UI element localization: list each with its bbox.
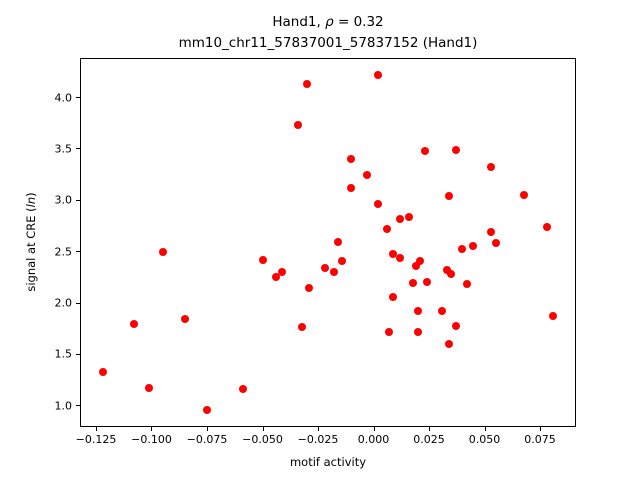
y-tick-mark bbox=[76, 302, 80, 304]
scatter-point bbox=[422, 277, 431, 286]
x-tick-mark bbox=[262, 427, 264, 431]
scatter-point bbox=[420, 146, 429, 155]
title-prefix: Hand1, bbox=[272, 14, 326, 30]
title-suffix: = 0.32 bbox=[333, 14, 384, 30]
y-tick-mark bbox=[76, 97, 80, 99]
x-tick-label: −0.050 bbox=[242, 433, 283, 446]
scatter-point bbox=[491, 238, 500, 247]
y-label-suffix: ) bbox=[24, 192, 38, 197]
y-label-italic: ln bbox=[24, 196, 38, 208]
x-tick-mark bbox=[373, 427, 375, 431]
chart-title: Hand1, ρ = 0.32 bbox=[80, 12, 576, 33]
scatter-point bbox=[385, 328, 394, 337]
scatter-point bbox=[373, 70, 382, 79]
scatter-point bbox=[294, 120, 303, 129]
scatter-point bbox=[409, 279, 418, 288]
y-tick-mark bbox=[76, 199, 80, 201]
x-tick-label: 0.075 bbox=[524, 433, 556, 446]
scatter-point bbox=[462, 280, 471, 289]
x-tick-mark bbox=[318, 427, 319, 431]
scatter-point bbox=[258, 256, 267, 265]
scatter-point bbox=[389, 293, 398, 302]
scatter-point bbox=[158, 248, 167, 257]
scatter-point bbox=[145, 383, 154, 392]
x-tick-mark bbox=[151, 427, 153, 431]
scatter-point bbox=[302, 79, 311, 88]
chart-subtitle: mm10_chr11_57837001_57837152 (Hand1) bbox=[178, 35, 478, 51]
chart-title-block: Hand1, ρ = 0.32 mm10_chr11_57837001_5783… bbox=[80, 12, 576, 54]
x-tick-label: −0.100 bbox=[131, 433, 172, 446]
x-tick-mark bbox=[95, 427, 97, 431]
scatter-point bbox=[469, 242, 478, 251]
scatter-point bbox=[202, 406, 211, 415]
scatter-point bbox=[382, 224, 391, 233]
scatter-point bbox=[320, 263, 329, 272]
scatter-point bbox=[271, 272, 280, 281]
x-axis-label: motif activity bbox=[289, 455, 367, 469]
y-tick-label: 1.5 bbox=[54, 347, 73, 361]
y-axis-label: signal at CRE (ln) bbox=[24, 192, 38, 291]
scatter-point bbox=[445, 191, 453, 200]
scatter-point bbox=[396, 215, 405, 224]
scatter-point bbox=[487, 162, 496, 171]
scatter-point bbox=[305, 284, 314, 293]
scatter-point bbox=[347, 183, 356, 192]
y-tick-label: 3.5 bbox=[54, 142, 73, 156]
y-tick-label: 2.0 bbox=[54, 296, 73, 310]
scatter-point bbox=[278, 267, 287, 276]
scatter-point bbox=[362, 171, 371, 180]
scatter-point bbox=[549, 311, 558, 320]
scatter-point bbox=[413, 328, 422, 337]
scatter-point bbox=[447, 269, 456, 278]
scatter-point bbox=[373, 199, 382, 208]
scatter-point bbox=[411, 261, 420, 270]
scatter-point bbox=[333, 237, 342, 246]
scatter-point bbox=[389, 250, 398, 259]
title-rho-symbol: ρ bbox=[325, 14, 334, 30]
x-tick-label: 0.025 bbox=[413, 433, 445, 446]
scatter-point bbox=[520, 190, 529, 199]
x-tick-mark bbox=[206, 427, 208, 431]
y-tick-label: 2.5 bbox=[54, 245, 73, 259]
x-tick-mark bbox=[540, 427, 542, 431]
scatter-point bbox=[396, 254, 405, 263]
scatter-point bbox=[298, 323, 307, 332]
scatter-point bbox=[445, 339, 453, 348]
scatter-point bbox=[451, 145, 460, 154]
scatter-point bbox=[238, 384, 247, 393]
x-tick-mark bbox=[484, 427, 486, 431]
x-tick-label: −0.025 bbox=[297, 433, 339, 446]
plot-area bbox=[80, 57, 576, 427]
x-tick-label: 0.000 bbox=[357, 433, 390, 446]
scatter-point bbox=[98, 368, 107, 377]
y-tick-label: 4.0 bbox=[54, 91, 73, 105]
scatter-point bbox=[180, 314, 189, 323]
scatter-point bbox=[487, 227, 496, 236]
scatter-point bbox=[438, 306, 447, 315]
y-tick-label: 3.0 bbox=[54, 193, 73, 207]
y-tick-mark bbox=[76, 405, 80, 407]
scatter-point bbox=[338, 257, 347, 266]
x-tick-label: 0.050 bbox=[468, 433, 501, 446]
x-tick-label: −0.075 bbox=[186, 433, 228, 446]
scatter-point bbox=[413, 306, 422, 315]
y-label-prefix: signal at CRE ( bbox=[24, 207, 38, 292]
scatter-point bbox=[442, 265, 451, 274]
y-tick-label: 1.0 bbox=[54, 399, 73, 413]
scatter-point bbox=[542, 222, 551, 231]
scatter-point bbox=[347, 154, 356, 163]
scatter-point bbox=[405, 213, 414, 222]
scatter-point bbox=[451, 322, 460, 331]
x-tick-mark bbox=[429, 427, 431, 431]
y-tick-mark bbox=[76, 353, 80, 355]
scatter-point bbox=[129, 320, 138, 329]
scatter-point bbox=[458, 245, 467, 254]
scatter-point bbox=[416, 257, 425, 266]
scatter-point bbox=[329, 267, 338, 276]
y-tick-mark bbox=[76, 148, 80, 150]
y-tick-mark bbox=[76, 251, 80, 253]
x-tick-label: −0.125 bbox=[75, 433, 117, 446]
